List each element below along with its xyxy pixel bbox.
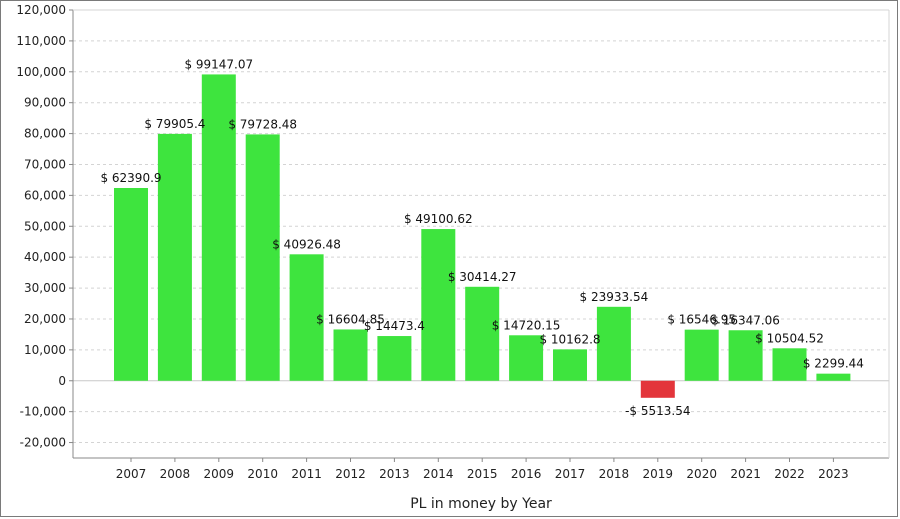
bar (509, 335, 544, 381)
x-tick-label: 2017 (555, 467, 586, 481)
x-tick-label: 2021 (730, 467, 761, 481)
x-tick-label: 2018 (599, 467, 630, 481)
x-tick-label: 2019 (643, 467, 674, 481)
x-tick-label: 2020 (686, 467, 717, 481)
bar (377, 336, 412, 381)
x-tick-label: 2012 (335, 467, 366, 481)
y-tick-labels: -20,000 -10,000 0 10,000 20,000 30,000 40,000 5… (16, 3, 66, 450)
data-label: $ 30414.27 (448, 270, 517, 284)
x-tick-label: 2016 (511, 467, 542, 481)
bar (201, 74, 236, 381)
bar (289, 254, 324, 381)
data-label: $ 16546.95 (667, 313, 736, 327)
x-tick-labels: 2007 2008 2009 2010 2011 2012 2013 2014 2015 2016… (116, 467, 849, 481)
x-tick-label: 2023 (818, 467, 849, 481)
y-tick-label: 30,000 (24, 281, 66, 295)
data-label: $ 10504.52 (755, 331, 824, 345)
data-label: $ 14720.15 (492, 318, 561, 332)
y-tick-label: 80,000 (24, 127, 66, 141)
y-tick-label: 70,000 (24, 157, 66, 171)
axes (69, 9, 890, 462)
bar (596, 306, 631, 381)
data-label: $ 79728.48 (228, 117, 297, 131)
data-label: $ 16604.85 (316, 312, 385, 326)
x-tick-label: 2009 (204, 467, 235, 481)
data-label: $ 14473.4 (364, 319, 425, 333)
bar (553, 349, 587, 381)
bar (728, 330, 763, 381)
data-label: $ 62390.9 (100, 171, 161, 185)
bar (421, 229, 456, 381)
x-tick-label: 2022 (774, 467, 805, 481)
y-tick-label: 40,000 (24, 250, 66, 264)
y-tick-label: -20,000 (20, 436, 66, 450)
bar (772, 348, 807, 381)
x-tick-label: 2013 (379, 467, 410, 481)
bar (465, 286, 500, 381)
bar (114, 187, 148, 381)
x-axis-title: PL in money by Year (410, 496, 552, 512)
y-tick-label: 120,000 (16, 3, 66, 17)
y-tick-label: 90,000 (24, 96, 66, 110)
x-tick-label: 2015 (467, 467, 498, 481)
data-labels: $ 62390.9 $ 79905.4 $ 99147.07 $ 79728.48 $ … (100, 57, 863, 417)
data-label: $ 79905.4 (144, 117, 205, 131)
x-tick-label: 2010 (247, 467, 278, 481)
y-tick-label: 10,000 (24, 343, 66, 357)
y-tick-label: 100,000 (16, 65, 66, 79)
bar (684, 329, 719, 381)
data-label: $ 10162.8 (539, 332, 600, 346)
data-label: $ 2299.44 (803, 357, 864, 371)
bars (114, 74, 851, 398)
y-tick-label: 110,000 (16, 34, 66, 48)
bar (333, 329, 368, 381)
data-label: $ 23933.54 (580, 290, 649, 304)
x-tick-label: 2008 (160, 467, 191, 481)
x-tick-label: 2011 (291, 467, 322, 481)
bar (157, 133, 192, 381)
data-label: $ 40926.48 (272, 237, 341, 251)
data-label: $ 49100.62 (404, 212, 473, 226)
bar (245, 134, 280, 381)
y-tick-label: 60,000 (24, 188, 66, 202)
data-label: -$ 5513.54 (625, 404, 690, 418)
y-tick-label: 0 (58, 374, 66, 388)
y-tick-label: -10,000 (20, 405, 66, 419)
data-label: $ 99147.07 (184, 57, 253, 71)
y-tick-label: 50,000 (24, 219, 66, 233)
x-tick-label: 2014 (423, 467, 454, 481)
bar (640, 380, 675, 398)
data-label: $ 16347.06 (711, 313, 780, 327)
y-tick-label: 20,000 (24, 312, 66, 326)
x-tick-label: 2007 (116, 467, 147, 481)
bar (816, 373, 851, 381)
